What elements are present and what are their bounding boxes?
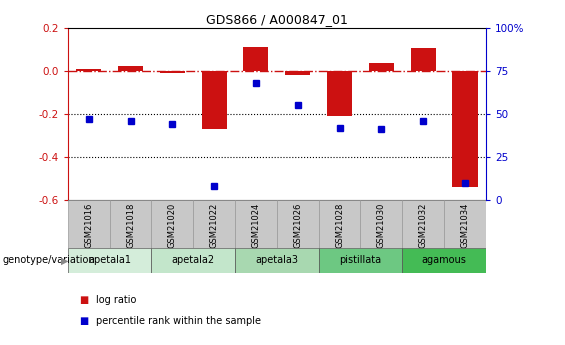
Text: percentile rank within the sample: percentile rank within the sample	[96, 316, 261, 326]
Bar	[319, 200, 360, 248]
Text: ■: ■	[79, 295, 88, 305]
Bar	[277, 200, 319, 248]
Bar	[118, 66, 143, 71]
Text: GSM21028: GSM21028	[335, 203, 344, 248]
Bar	[235, 248, 319, 273]
Text: ■: ■	[79, 316, 88, 326]
Bar	[68, 200, 110, 248]
Bar	[453, 71, 477, 187]
Bar	[444, 200, 486, 248]
Bar	[151, 200, 193, 248]
Bar	[151, 248, 235, 273]
Bar	[202, 71, 227, 129]
Text: ▶: ▶	[61, 256, 68, 265]
Text: GSM21024: GSM21024	[251, 203, 260, 248]
Text: GSM21034: GSM21034	[460, 203, 470, 248]
Text: apetala2: apetala2	[172, 256, 215, 265]
Bar	[411, 48, 436, 71]
Text: GSM21032: GSM21032	[419, 203, 428, 248]
Text: apetala3: apetala3	[255, 256, 298, 265]
Title: GDS866 / A000847_01: GDS866 / A000847_01	[206, 13, 348, 27]
Text: pistillata: pistillata	[340, 256, 381, 265]
Bar	[244, 47, 268, 71]
Bar	[327, 71, 352, 116]
Text: genotype/variation: genotype/variation	[3, 256, 95, 265]
Bar	[402, 248, 486, 273]
Bar	[319, 248, 402, 273]
Text: apetala1: apetala1	[88, 256, 131, 265]
Text: GSM21026: GSM21026	[293, 203, 302, 248]
Bar	[76, 69, 101, 71]
Text: GSM21016: GSM21016	[84, 203, 93, 248]
Bar	[285, 71, 310, 75]
Text: GSM21020: GSM21020	[168, 203, 177, 248]
Bar	[369, 63, 394, 71]
Text: GSM21022: GSM21022	[210, 203, 219, 248]
Text: log ratio: log ratio	[96, 295, 136, 305]
Bar	[235, 200, 277, 248]
Bar	[160, 71, 185, 73]
Text: GSM21030: GSM21030	[377, 203, 386, 248]
Bar	[402, 200, 444, 248]
Bar	[68, 248, 151, 273]
Bar	[110, 200, 151, 248]
Text: GSM21018: GSM21018	[126, 203, 135, 248]
Text: agamous: agamous	[421, 256, 467, 265]
Bar	[360, 200, 402, 248]
Bar	[193, 200, 235, 248]
